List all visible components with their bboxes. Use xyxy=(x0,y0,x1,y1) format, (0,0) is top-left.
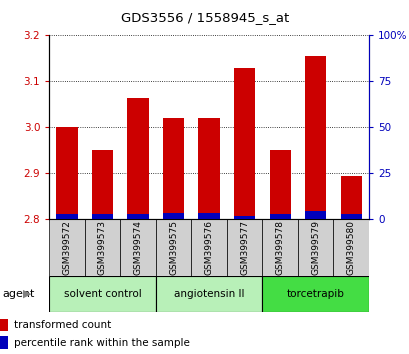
Bar xyxy=(49,219,85,276)
Bar xyxy=(85,219,120,276)
Bar xyxy=(49,276,155,312)
Bar xyxy=(92,214,113,219)
Text: ▶: ▶ xyxy=(22,289,31,299)
Text: GSM399573: GSM399573 xyxy=(98,220,107,275)
Bar xyxy=(234,68,255,219)
Text: GSM399572: GSM399572 xyxy=(62,220,71,275)
Bar xyxy=(198,213,219,219)
Bar xyxy=(0,336,8,349)
Bar xyxy=(304,56,326,219)
Text: solvent control: solvent control xyxy=(63,289,141,299)
Bar xyxy=(191,219,226,276)
Bar xyxy=(162,118,184,219)
Bar xyxy=(198,118,219,219)
Text: GSM399579: GSM399579 xyxy=(310,220,319,275)
Bar xyxy=(56,127,77,219)
Bar xyxy=(92,150,113,219)
Bar xyxy=(297,219,333,276)
Bar xyxy=(262,276,368,312)
Bar xyxy=(340,176,361,219)
Text: GSM399578: GSM399578 xyxy=(275,220,284,275)
Text: GDS3556 / 1558945_s_at: GDS3556 / 1558945_s_at xyxy=(121,11,288,24)
Bar xyxy=(333,219,368,276)
Bar xyxy=(127,98,148,219)
Text: GSM399576: GSM399576 xyxy=(204,220,213,275)
Text: angiotensin II: angiotensin II xyxy=(173,289,244,299)
Bar xyxy=(262,219,297,276)
Bar xyxy=(304,211,326,219)
Text: GSM399580: GSM399580 xyxy=(346,220,355,275)
Text: GSM399574: GSM399574 xyxy=(133,220,142,275)
Text: GSM399577: GSM399577 xyxy=(240,220,249,275)
Bar xyxy=(269,214,290,219)
Bar xyxy=(127,214,148,219)
Bar xyxy=(269,150,290,219)
Bar xyxy=(155,219,191,276)
Bar xyxy=(234,216,255,219)
Bar xyxy=(155,276,262,312)
Bar xyxy=(0,319,8,331)
Bar xyxy=(162,213,184,219)
Text: GSM399575: GSM399575 xyxy=(169,220,178,275)
Text: torcetrapib: torcetrapib xyxy=(286,289,344,299)
Bar xyxy=(120,219,155,276)
Bar xyxy=(340,214,361,219)
Text: transformed count: transformed count xyxy=(14,320,111,330)
Text: percentile rank within the sample: percentile rank within the sample xyxy=(14,338,190,348)
Bar xyxy=(226,219,262,276)
Text: agent: agent xyxy=(2,289,34,299)
Bar xyxy=(56,214,77,219)
